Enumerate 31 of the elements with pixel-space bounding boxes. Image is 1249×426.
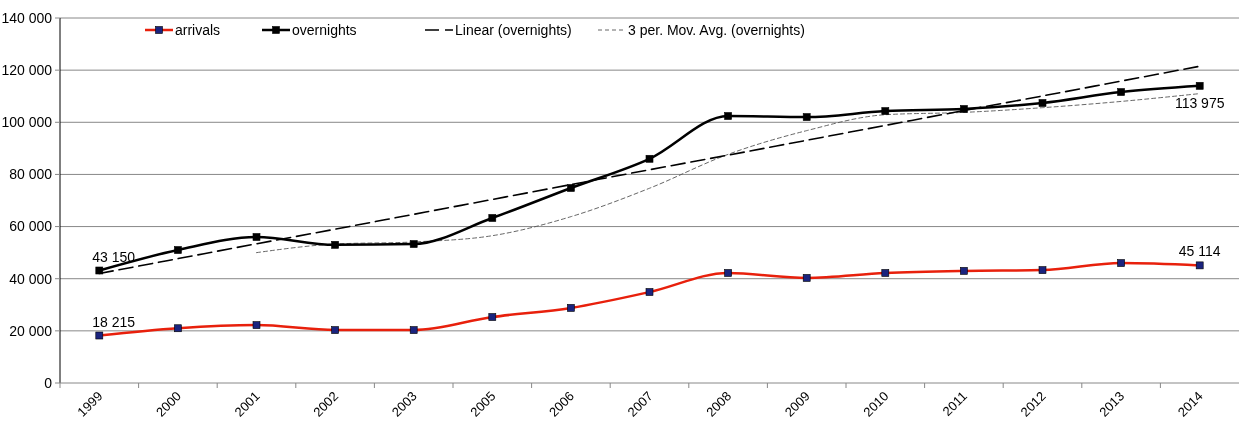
legend-label: 3 per. Mov. Avg. (overnights) xyxy=(628,22,805,38)
point xyxy=(802,113,811,121)
point xyxy=(95,266,104,275)
y-tick-label: 80 000 xyxy=(9,166,53,183)
point xyxy=(488,214,497,222)
y-tick-label: 140 000 xyxy=(1,9,53,26)
point xyxy=(252,233,261,241)
data-label: 113 975 xyxy=(1174,94,1225,111)
point xyxy=(331,241,339,249)
point xyxy=(409,240,418,248)
data-label: 45 114 xyxy=(1178,243,1221,260)
y-tick-label: 100 000 xyxy=(1,114,53,131)
y-tick-label: 0 xyxy=(44,374,53,391)
line-series xyxy=(256,93,1201,254)
point xyxy=(645,154,654,163)
legend-label: arrivals xyxy=(175,22,221,38)
data-label: 18 215 xyxy=(92,313,136,330)
legend-label: Linear (overnights) xyxy=(455,22,572,38)
point xyxy=(1117,88,1125,96)
point xyxy=(881,107,890,115)
y-tick-label: 40 000 xyxy=(9,270,53,287)
y-tick-label: 20 000 xyxy=(9,322,53,339)
point xyxy=(1195,82,1204,90)
point xyxy=(567,184,575,192)
point xyxy=(724,112,732,120)
point xyxy=(174,246,182,254)
y-tick-label: 60 000 xyxy=(9,218,53,235)
point xyxy=(1038,99,1047,107)
y-tick-label: 120 000 xyxy=(1,62,53,79)
point xyxy=(960,105,968,113)
legend-label: overnights xyxy=(292,22,357,38)
